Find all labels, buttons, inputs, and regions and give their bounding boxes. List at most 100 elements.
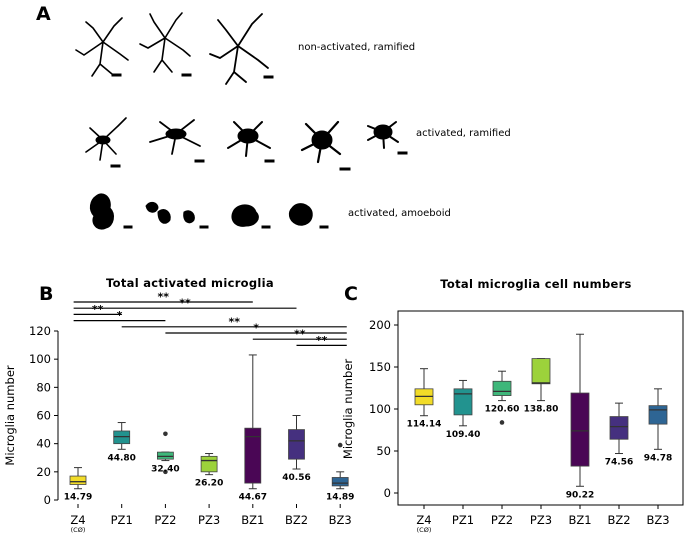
- outlier-point: [163, 469, 168, 475]
- x-tick-label: Z4: [416, 513, 431, 527]
- significance-label: **: [92, 303, 104, 316]
- panel-b-label: B: [39, 283, 53, 305]
- value-label: 114.14: [407, 420, 442, 430]
- value-label: 94.78: [644, 453, 672, 463]
- x-tick-label: BZ3: [329, 513, 352, 527]
- chart-total-activated-microglia: Total activated microglia Microglia numbe…: [3, 276, 354, 534]
- y-tick-label: 150: [369, 360, 391, 374]
- y-tick-label: 80: [36, 380, 51, 394]
- x-tick-label: PZ2: [154, 513, 176, 527]
- y-tick-label: 60: [36, 409, 51, 423]
- x-tick-label: PZ3: [198, 513, 220, 527]
- cell-ramified-2: [139, 12, 191, 73]
- scale-bar: [123, 225, 133, 229]
- cell-amoeboid-3: [231, 204, 259, 227]
- scale-bar: [181, 73, 192, 77]
- x-tick-label: PZ2: [491, 513, 513, 527]
- x-tick-sublabel: (CØ): [417, 526, 432, 534]
- value-label: 32.40: [151, 465, 179, 475]
- panel-a-label: A: [36, 3, 51, 25]
- y-tick-label: 40: [36, 437, 51, 451]
- value-label: 14.79: [64, 493, 92, 503]
- cell-activated-5: [367, 121, 399, 149]
- x-tick-label: PZ1: [111, 513, 133, 527]
- value-label: 120.60: [485, 405, 520, 415]
- cell-ramified-1: [75, 17, 129, 77]
- scale-bar: [397, 151, 408, 155]
- x-tick-label: Z4: [70, 513, 85, 527]
- box-bz3: [648, 405, 668, 425]
- box-pz1: [453, 388, 473, 416]
- x-tick-sublabel: (CØ): [71, 526, 86, 534]
- value-label: 74.56: [605, 458, 633, 468]
- significance-label: **: [316, 334, 328, 347]
- scale-bar: [264, 159, 275, 163]
- outlier-point: [499, 420, 505, 425]
- box-bz3: [331, 477, 349, 487]
- x-tick-label: PZ3: [530, 513, 552, 527]
- y-tick-label: 100: [29, 352, 51, 366]
- box-z4: [69, 475, 87, 485]
- value-label: 90.22: [566, 490, 594, 500]
- box-pz3: [531, 358, 551, 385]
- value-label: 14.89: [326, 493, 354, 503]
- value-label: 138.80: [524, 405, 559, 415]
- y-tick-label: 120: [29, 324, 51, 338]
- y-tick-label: 0: [44, 493, 51, 507]
- scale-bar: [263, 75, 274, 79]
- box-bz1: [244, 427, 262, 484]
- morphology-label-row3: activated, amoeboid: [348, 208, 451, 219]
- value-label: 44.80: [107, 453, 135, 463]
- y-tick-label: 50: [376, 444, 391, 458]
- scale-bar: [111, 73, 122, 77]
- box-pz3: [200, 455, 218, 473]
- significance-label: **: [228, 315, 240, 328]
- morphology-label-row2: activated, ramified: [416, 128, 511, 139]
- chart-title: Total activated microglia: [106, 276, 274, 290]
- box-pz1: [113, 430, 131, 445]
- scale-bar: [110, 164, 121, 168]
- scale-bar: [261, 225, 271, 229]
- outlier-point: [163, 431, 168, 437]
- y-tick-label: 100: [369, 402, 391, 416]
- value-label: 109.40: [446, 430, 481, 440]
- box-pz2: [492, 380, 512, 396]
- value-label: 44.67: [239, 493, 267, 503]
- box-bz1: [570, 392, 590, 467]
- y-tick-label: 0: [384, 486, 391, 500]
- significance-label: **: [294, 328, 306, 341]
- significance-label: **: [179, 297, 191, 310]
- box-pz2: [156, 451, 174, 460]
- value-label: 40.56: [282, 473, 310, 483]
- x-tick-label: PZ1: [452, 513, 474, 527]
- x-tick-label: BZ2: [607, 513, 630, 527]
- cell-amoeboid-4: [288, 203, 313, 226]
- x-tick-label: BZ2: [285, 513, 308, 527]
- cell-activated-1: [85, 117, 127, 161]
- panel-c-label: C: [344, 283, 358, 305]
- box-bz2: [288, 429, 305, 460]
- significance-label: *: [117, 309, 123, 322]
- scale-bar: [319, 225, 329, 229]
- morphology-label-row1: non-activated, ramified: [298, 42, 415, 53]
- significance-label: **: [157, 291, 169, 304]
- y-axis-label: Microglia number: [341, 359, 355, 459]
- scale-bar: [199, 225, 209, 229]
- x-tick-label: BZ1: [568, 513, 591, 527]
- cell-activated-4: [300, 120, 342, 164]
- x-tick-label: BZ3: [646, 513, 669, 527]
- cell-ramified-3: [209, 13, 269, 85]
- scale-bar: [194, 159, 205, 163]
- y-axis-label: Microglia number: [3, 365, 17, 465]
- scale-bar: [339, 167, 351, 171]
- cell-activated-2: [149, 119, 201, 155]
- cell-amoeboid-2: [145, 201, 195, 224]
- chart-total-microglia-cell-numbers: Total microglia cell numbers Microglia nu…: [341, 277, 684, 534]
- cell-silhouettes: [75, 12, 408, 230]
- y-tick-label: 200: [369, 318, 391, 332]
- chart-title: Total microglia cell numbers: [440, 277, 631, 291]
- cell-activated-3: [227, 121, 271, 157]
- outlier-point: [337, 442, 343, 448]
- significance-label: *: [253, 322, 259, 335]
